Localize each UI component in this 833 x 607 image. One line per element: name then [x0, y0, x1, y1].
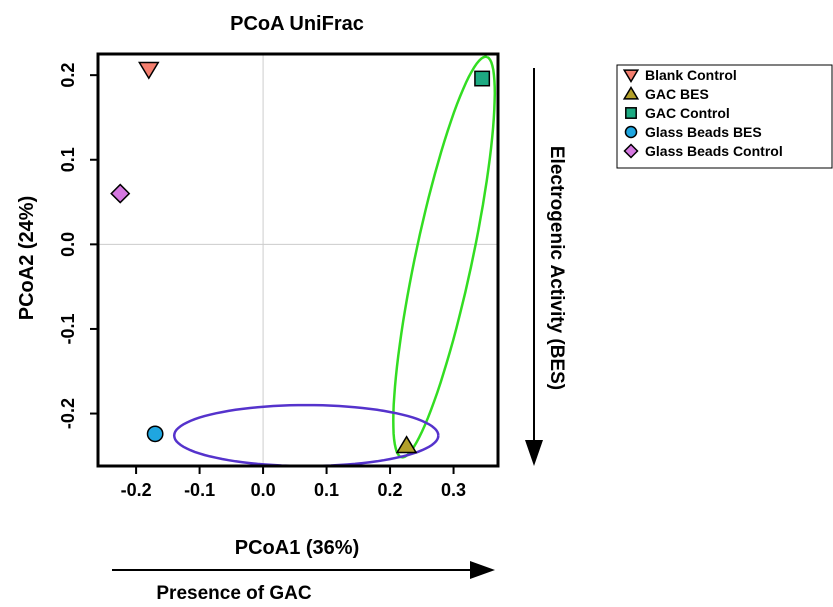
legend-label-gac-bes: GAC BES	[645, 86, 709, 102]
y-axis-label: PCoA2 (24%)	[16, 196, 38, 320]
legend-label-blank-control: Blank Control	[645, 67, 737, 83]
x-tick-label: 0.1	[314, 480, 339, 500]
plot-area: -0.2 -0.1 0.0 0.1 0.2 0.3 -0.2 -0.1 0.0 0.1 0.2	[58, 52, 500, 500]
y-tick-label: -0.1	[58, 313, 78, 344]
x-tick-label: 0.3	[441, 480, 466, 500]
presence-of-gac-label: Presence of GAC	[156, 583, 311, 604]
y-tick-label: 0.0	[58, 232, 78, 257]
x-tick-label: -0.2	[121, 480, 152, 500]
legend-marker-blank-control	[622, 69, 640, 83]
x-tick-label: 0.0	[251, 480, 276, 500]
data-point-glass-beads-control	[110, 183, 131, 204]
y-tick-label: 0.2	[58, 63, 78, 88]
presence-of-gac-arrowhead	[470, 561, 495, 579]
confidence-ellipse-1	[392, 55, 497, 459]
electrogenic-activity-arrowhead	[525, 440, 543, 466]
x-tick-label: -0.1	[184, 480, 215, 500]
legend-box	[616, 64, 833, 169]
electrogenic-activity-label: Electrogenic Activity (BES)	[546, 146, 567, 390]
legend-marker-glass-beads-bes	[624, 125, 638, 139]
chart-title: PCoA UniFrac	[230, 13, 364, 35]
legend-label-gac-control: GAC Control	[645, 105, 730, 121]
data-point-gac-control	[474, 70, 491, 87]
legend-marker-glass-beads-control	[623, 143, 639, 159]
x-axis-label: PCoA1 (36%)	[235, 537, 359, 559]
data-point-blank-control	[138, 61, 160, 80]
legend-marker-gac-control	[625, 107, 637, 119]
electrogenic-activity-annotation: Electrogenic Activity (BES)	[525, 68, 567, 466]
y-tick-label: 0.1	[58, 147, 78, 172]
confidence-ellipse-2	[172, 403, 440, 468]
legend-label-glass-beads-bes: Glass Beads BES	[645, 124, 762, 140]
data-point-glass-beads-bes	[146, 425, 164, 443]
legend-marker-gac-bes	[622, 86, 640, 100]
y-tick-label: -0.2	[58, 398, 78, 429]
presence-of-gac-annotation: Presence of GAC	[112, 561, 495, 604]
x-tick-label: 0.2	[378, 480, 403, 500]
plot-frame	[96, 52, 500, 468]
data-point-gac-bes	[395, 435, 418, 454]
legend-label-glass-beads-control: Glass Beads Control	[645, 143, 783, 159]
legend: Blank Control GAC BES GAC Control Glass Bea…	[616, 64, 833, 169]
